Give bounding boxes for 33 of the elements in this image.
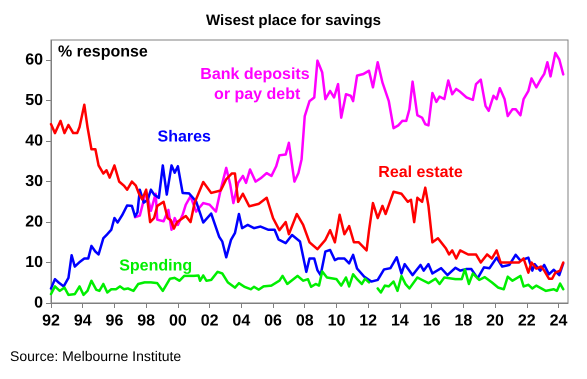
y-tick-label: 30 — [25, 173, 44, 190]
x-tick-label: 98 — [137, 312, 156, 330]
y-tick-label: 40 — [25, 132, 44, 150]
x-tick-label: 14 — [390, 312, 409, 330]
series-label: Real estate — [378, 164, 463, 181]
x-tick-label: 02 — [200, 312, 219, 330]
y-tick-label: 10 — [25, 254, 44, 272]
x-tick-label: 04 — [232, 312, 250, 330]
x-tick-label: 96 — [106, 312, 124, 330]
x-tick-label: 92 — [42, 312, 60, 330]
line-series — [50, 164, 564, 290]
series-label: Shares — [158, 128, 211, 146]
series-label: Bank deposits or pay debt — [200, 66, 314, 104]
x-tick-label: 94 — [74, 312, 92, 330]
y-tick-label: 50 — [25, 92, 44, 110]
x-tick-label: 10 — [328, 312, 346, 330]
x-tick-label: 16 — [422, 312, 441, 330]
x-tick-label: 00 — [168, 312, 187, 330]
x-tick-label: 18 — [454, 312, 472, 330]
line-series — [50, 103, 564, 280]
source-note: Source: Melbourne Institute — [10, 348, 182, 364]
x-tick-label: 20 — [486, 312, 504, 330]
series-label: Spending — [119, 257, 192, 274]
y-tick-label: 60 — [25, 52, 44, 69]
x-tick-label: 06 — [264, 312, 282, 330]
y-tick-label: 20 — [25, 214, 44, 231]
y-axis-title: % response — [58, 44, 148, 60]
x-tick-label: 24 — [550, 312, 568, 330]
chart-title: Wisest place for savings — [206, 12, 381, 29]
x-tick-label: 22 — [518, 312, 536, 330]
y-tick-label: 0 — [34, 294, 44, 312]
x-tick-label: 08 — [296, 312, 314, 330]
x-tick-label: 12 — [359, 312, 378, 330]
